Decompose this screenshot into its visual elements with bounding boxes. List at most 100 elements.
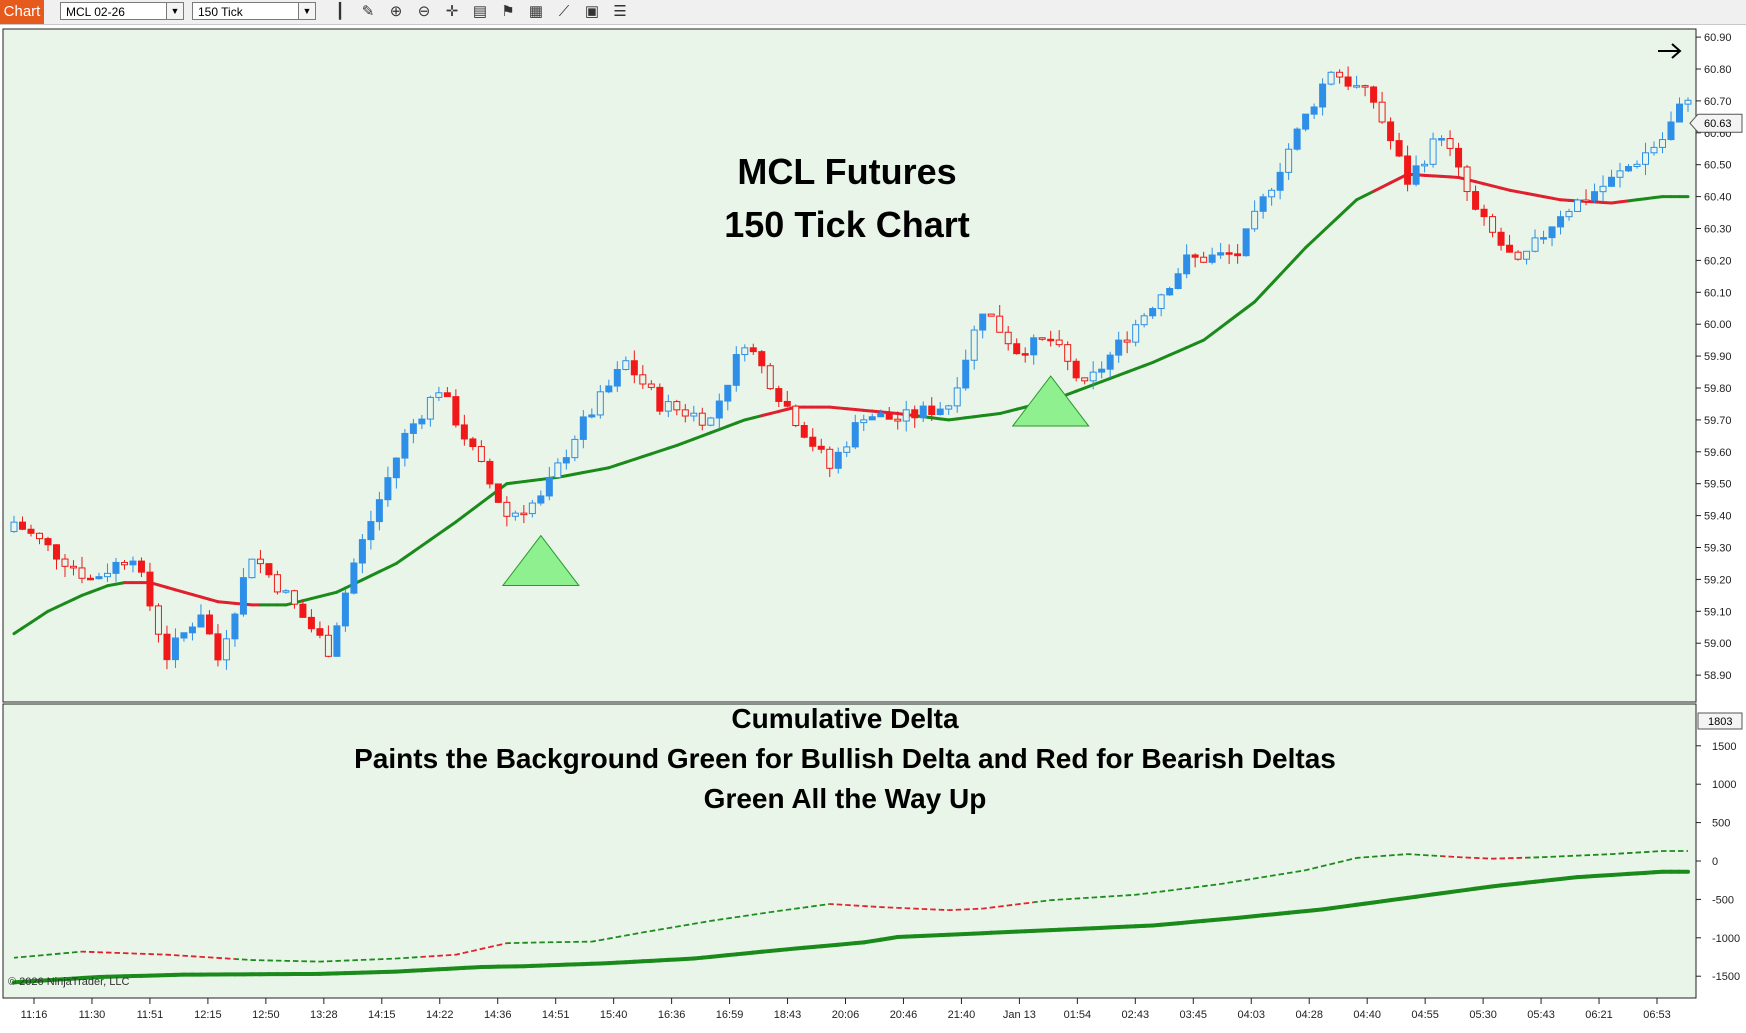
templates-icon[interactable]: ▣ bbox=[584, 3, 600, 20]
delta-dashed-segment bbox=[200, 955, 210, 959]
delta-dashed-segment bbox=[234, 958, 244, 961]
zoom-out-icon[interactable]: ⊖ bbox=[417, 3, 431, 20]
ma-segment bbox=[1074, 386, 1087, 393]
candle bbox=[1633, 160, 1641, 169]
candle bbox=[146, 562, 154, 611]
ma-segment bbox=[1219, 319, 1231, 329]
delta-dashed-segment bbox=[183, 954, 193, 958]
delta-dashed-segment bbox=[1330, 861, 1340, 865]
interval-selector[interactable]: 150 Tick ▼ bbox=[192, 2, 316, 20]
drawing-tools-icon[interactable]: ⟋ bbox=[558, 3, 570, 20]
candle bbox=[1642, 142, 1650, 176]
candle bbox=[800, 421, 808, 439]
candle bbox=[826, 446, 834, 478]
delta-dashed-segment bbox=[498, 942, 508, 946]
chart-canvas[interactable]: 60.9060.8060.7060.6060.5060.4060.3060.20… bbox=[0, 25, 1746, 1033]
time-axis[interactable]: 11:16 11:30 11:51 12:15 12:50 13:28 14:15 14:22… bbox=[21, 998, 1671, 1021]
candle bbox=[1667, 111, 1675, 141]
candle bbox=[1540, 230, 1548, 244]
candle bbox=[350, 558, 358, 595]
delta-dashed-segment bbox=[421, 955, 431, 958]
delta-dashed-segment bbox=[1245, 877, 1255, 881]
ma-segment bbox=[1295, 246, 1308, 259]
delta-dashed-segment bbox=[1628, 851, 1638, 854]
last-price-marker: 60.63 bbox=[1689, 113, 1743, 133]
candle bbox=[426, 395, 434, 427]
delta-dashed-segment bbox=[1084, 896, 1094, 899]
delta-dashed-segment bbox=[56, 952, 66, 955]
chevron-down-icon[interactable]: ▼ bbox=[166, 3, 183, 19]
delta-axis[interactable]: 1500 1000 500 0 -500 -1000 -1500 bbox=[1696, 741, 1740, 983]
scroll-right-icon[interactable] bbox=[1658, 43, 1682, 59]
candle bbox=[596, 384, 604, 419]
price-tick-label: 60.40 bbox=[1704, 192, 1732, 204]
delta-dashed-segment bbox=[22, 955, 32, 958]
candle bbox=[1446, 130, 1454, 157]
ma-segment bbox=[1380, 181, 1393, 189]
delta-dashed-segment bbox=[47, 953, 57, 956]
delta-dashed-segment bbox=[226, 957, 235, 960]
candle bbox=[639, 365, 647, 389]
ma-segment bbox=[1142, 360, 1155, 368]
crosshair-icon[interactable]: ✛ bbox=[445, 3, 459, 20]
candle bbox=[1506, 234, 1514, 253]
candle bbox=[690, 405, 698, 422]
chart-tab[interactable]: Chart bbox=[0, 0, 44, 24]
time-tick-label: 06:53 bbox=[1643, 1009, 1671, 1021]
delta-dashed-segment bbox=[812, 904, 822, 908]
candle bbox=[231, 612, 239, 647]
zoom-in-icon[interactable]: ⊕ bbox=[389, 3, 403, 20]
delta-dashed-segment bbox=[481, 946, 491, 950]
candle bbox=[418, 414, 426, 430]
delta-dashed-segment bbox=[243, 958, 252, 961]
pencil-icon[interactable]: ✎ bbox=[361, 3, 375, 20]
price-axis[interactable]: 60.9060.8060.7060.6060.5060.4060.3060.20… bbox=[1696, 32, 1732, 682]
delta-dashed-segment bbox=[1407, 853, 1417, 856]
delta-dashed-segment bbox=[1254, 876, 1264, 880]
strategies-icon[interactable]: ⚑ bbox=[501, 3, 515, 20]
candle bbox=[1327, 70, 1335, 86]
delta-title-line-3: Green All the Way Up bbox=[704, 783, 987, 814]
candle bbox=[443, 387, 451, 398]
delta-title-line-1: Cumulative Delta bbox=[731, 703, 959, 734]
candle bbox=[860, 414, 868, 432]
candle bbox=[469, 436, 477, 451]
candle bbox=[1140, 312, 1148, 328]
bars-type-icon[interactable]: ┃ bbox=[335, 3, 345, 20]
ma-segment bbox=[63, 597, 75, 605]
properties-icon[interactable]: ▤ bbox=[472, 3, 488, 20]
candle bbox=[792, 404, 800, 428]
delta-dashed-segment bbox=[651, 928, 660, 932]
candle bbox=[970, 325, 978, 370]
candle bbox=[953, 377, 961, 413]
delta-dashed-segment bbox=[1356, 856, 1366, 859]
candle bbox=[69, 560, 77, 576]
delta-dashed-segment bbox=[753, 912, 762, 916]
delta-tick-label: -500 bbox=[1712, 894, 1734, 906]
price-tick-label: 59.60 bbox=[1704, 447, 1732, 459]
candle bbox=[129, 556, 137, 573]
delta-dashed-segment bbox=[600, 937, 609, 941]
delta-dashed-segment bbox=[608, 936, 618, 940]
delta-dashed-segment bbox=[1161, 889, 1170, 893]
chevron-down-icon[interactable]: ▼ bbox=[298, 3, 315, 19]
delta-dashed-segment bbox=[13, 956, 23, 959]
candle bbox=[1106, 351, 1114, 379]
candle bbox=[902, 400, 910, 432]
instrument-selector[interactable]: MCL 02-26 ▼ bbox=[60, 2, 184, 20]
chart-toolbar: Chart MCL 02-26 ▼ 150 Tick ▼ ┃ ✎ ⊕ ⊖ ✛ ▤… bbox=[0, 0, 1746, 25]
candle bbox=[27, 524, 35, 537]
candle bbox=[273, 570, 281, 595]
list-icon[interactable]: ☰ bbox=[613, 3, 627, 20]
delta-dashed-segment bbox=[1636, 851, 1646, 854]
candle bbox=[1064, 341, 1072, 371]
price-panel bbox=[2, 28, 1697, 703]
ma-segment bbox=[1363, 189, 1376, 198]
chart-trader-icon[interactable]: ▦ bbox=[528, 3, 544, 20]
candle bbox=[1582, 189, 1590, 206]
candle bbox=[171, 628, 179, 668]
delta-dashed-segment bbox=[1305, 867, 1315, 872]
candle bbox=[817, 438, 825, 454]
delta-dashed-segment bbox=[1347, 857, 1357, 861]
delta-dashed-segment bbox=[1390, 853, 1400, 857]
